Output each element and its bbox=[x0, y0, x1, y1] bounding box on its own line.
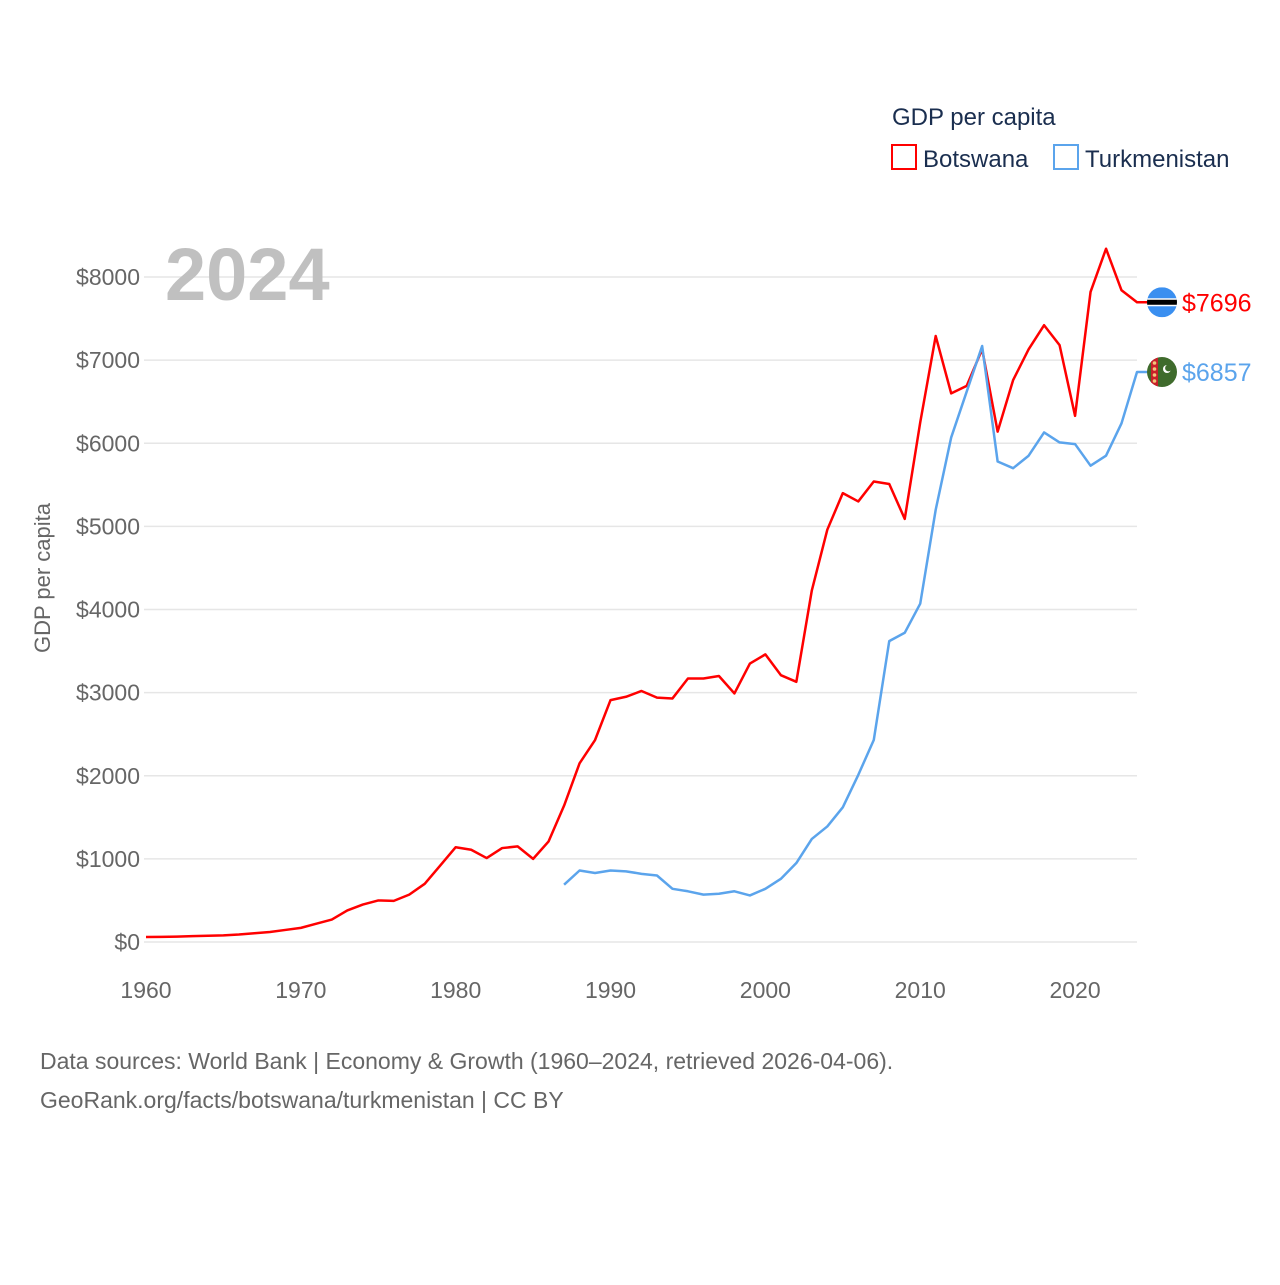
y-tick-label: $6000 bbox=[76, 430, 140, 456]
y-tick-label: $3000 bbox=[76, 680, 140, 706]
turkmenistan-flag-icon bbox=[1147, 357, 1177, 388]
x-axis-ticks: 1960 1970 1980 1990 2000 2010 2020 bbox=[120, 977, 1100, 1003]
y-tick-label: $8000 bbox=[76, 264, 140, 290]
series-end-markers: $7696 $6857 bbox=[1147, 287, 1252, 388]
y-tick-label: $0 bbox=[114, 929, 140, 955]
legend: GDP per capita Botswana Turkmenistan bbox=[891, 104, 1230, 173]
y-axis-label: GDP per capita bbox=[30, 502, 55, 653]
series-lines bbox=[145, 247, 1148, 939]
legend-swatch-botswana bbox=[891, 144, 917, 170]
legend-swatch-turkmenistan bbox=[1053, 144, 1079, 170]
legend-item-botswana[interactable]: Botswana bbox=[891, 144, 1029, 173]
year-label: 2024 bbox=[165, 233, 330, 316]
y-tick-label: $1000 bbox=[76, 846, 140, 872]
botswana-flag-icon bbox=[1147, 287, 1177, 318]
x-tick-label: 1980 bbox=[430, 977, 481, 1003]
footer-source: Data sources: World Bank | Economy & Gro… bbox=[40, 1048, 893, 1074]
y-axis-ticks: $0 $1000 $2000 $3000 $4000 $5000 $6000 $7000 $80… bbox=[76, 264, 140, 955]
legend-label-botswana: Botswana bbox=[923, 146, 1029, 173]
x-tick-label: 2000 bbox=[740, 977, 791, 1003]
footer-link[interactable]: GeoRank.org/facts/botswana/turkmenistan … bbox=[40, 1087, 564, 1113]
end-value-label-botswana: $7696 bbox=[1182, 289, 1252, 317]
y-tick-label: $5000 bbox=[76, 513, 140, 539]
y-tick-label: $4000 bbox=[76, 597, 140, 623]
end-value-label-turkmenistan: $6857 bbox=[1182, 359, 1252, 387]
legend-label-turkmenistan: Turkmenistan bbox=[1085, 146, 1230, 173]
series-line-turkmenistan bbox=[563, 344, 1148, 897]
x-tick-label: 1960 bbox=[120, 977, 171, 1003]
y-tick-label: $7000 bbox=[76, 347, 140, 373]
x-tick-label: 2010 bbox=[895, 977, 946, 1003]
x-tick-label: 2020 bbox=[1049, 977, 1100, 1003]
x-tick-label: 1990 bbox=[585, 977, 636, 1003]
legend-item-turkmenistan[interactable]: Turkmenistan bbox=[1053, 144, 1230, 173]
legend-title: GDP per capita bbox=[892, 104, 1056, 131]
series-line-botswana bbox=[145, 247, 1148, 939]
grid-lines bbox=[144, 276, 1137, 943]
x-tick-label: 1970 bbox=[275, 977, 326, 1003]
y-tick-label: $2000 bbox=[76, 763, 140, 789]
